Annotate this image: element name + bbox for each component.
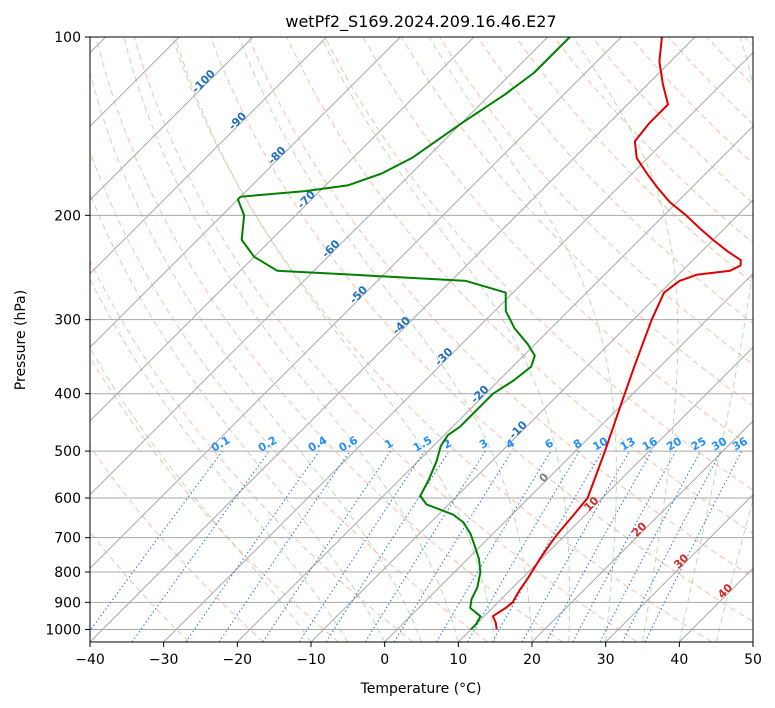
y-axis-title: Pressure (hPa) <box>13 290 29 390</box>
mixing-ratio-line <box>262 450 392 642</box>
y-tick-label: 900 <box>54 595 81 611</box>
isotherm <box>90 37 254 201</box>
moist-adiabat <box>90 278 349 642</box>
mixing-ratio-lines <box>90 450 743 642</box>
mixing-ratio-line <box>90 450 223 632</box>
isotherm <box>90 37 549 496</box>
x-axis: −40 −30 −20 −10 0 10 20 30 40 50 <box>75 642 762 668</box>
dry-adiabat <box>248 37 753 578</box>
moist-adiabat <box>123 37 459 642</box>
plot-frame <box>89 36 754 643</box>
y-tick-label: 500 <box>54 444 81 460</box>
dry-adiabat <box>324 37 753 491</box>
y-tick-label: 1000 <box>45 622 81 638</box>
dewpoint-profile-line <box>236 37 571 631</box>
isotherms <box>90 37 753 642</box>
dry-adiabat <box>133 37 638 642</box>
dry-adiabat <box>515 37 753 284</box>
mixing-ratio-line <box>218 450 351 642</box>
isotherm <box>90 37 401 349</box>
isotherm <box>384 272 753 642</box>
dry-adiabat <box>171 37 712 642</box>
y-tick-label: 800 <box>54 565 81 581</box>
dry-adiabats <box>90 37 753 642</box>
x-tick-label: −10 <box>296 652 326 668</box>
mixing-ratio-line <box>185 450 320 642</box>
moist-adiabat <box>715 497 753 642</box>
isotherm <box>310 199 753 642</box>
profiles <box>236 37 742 631</box>
dry-adiabat <box>90 259 414 642</box>
mixing-ratio-line <box>545 450 653 642</box>
x-tick-label: 40 <box>670 652 688 668</box>
mixing-ratio-line <box>298 450 425 642</box>
y-tick-label: 300 <box>54 313 81 329</box>
dry-adiabat <box>286 37 753 534</box>
moist-adiabat <box>90 192 386 642</box>
x-tick-label: −40 <box>75 652 105 668</box>
moist-adiabat <box>174 37 496 642</box>
moist-adiabat <box>238 37 533 642</box>
y-axis: 100 200 300 400 500 600 700 800 900 1000 <box>45 30 90 638</box>
mixing-ratio-line <box>644 450 743 642</box>
isotherm <box>90 37 328 275</box>
moist-adiabat <box>90 70 422 642</box>
y-tick-label: 600 <box>54 491 81 507</box>
x-axis-title: Temperature (°C) <box>360 681 482 697</box>
y-tick-label: 100 <box>54 30 81 46</box>
x-tick-label: 0 <box>380 652 389 668</box>
isotherm <box>531 420 753 642</box>
x-tick-label: 10 <box>449 652 467 668</box>
isotherm <box>90 37 622 570</box>
isotherm <box>236 125 753 642</box>
dry-adiabat <box>90 356 339 642</box>
isotherm <box>605 493 753 642</box>
moist-adiabats <box>90 37 753 642</box>
dry-adiabat <box>95 37 563 642</box>
x-tick-label: −20 <box>223 652 253 668</box>
isotherm <box>163 51 753 642</box>
mixing-ratio-line <box>325 450 450 642</box>
y-tick-label: 400 <box>54 387 81 403</box>
x-tick-label: 50 <box>744 652 762 668</box>
moist-adiabat <box>428 37 617 642</box>
mixing-ratio-line <box>131 450 270 642</box>
mixing-ratio-line <box>393 450 513 642</box>
mixing-ratio-line <box>572 450 677 642</box>
y-tick-label: 700 <box>54 531 81 547</box>
temperature-profile-line <box>491 37 742 630</box>
chart-title: wetPf2_S169.2024.209.16.46.E27 <box>285 12 556 32</box>
moist-adiabat <box>678 37 753 642</box>
x-tick-label: −30 <box>149 652 179 668</box>
x-tick-label: 30 <box>597 652 615 668</box>
dry-adiabat <box>210 37 753 623</box>
isotherm <box>90 37 696 642</box>
x-tick-label: 20 <box>523 652 541 668</box>
mixing-ratio-line <box>521 450 630 642</box>
isotherm <box>457 346 753 642</box>
plot-area: 0.1 0.2 0.4 0.6 1 1.5 2 3 4 6 8 10 13 16 20 25 30 36-100-… <box>90 37 753 642</box>
moist-adiabat <box>572 37 679 642</box>
y-tick-label: 200 <box>54 208 81 224</box>
isotherm <box>90 37 475 422</box>
dry-adiabat <box>90 445 264 642</box>
moist-adiabat <box>320 37 571 642</box>
